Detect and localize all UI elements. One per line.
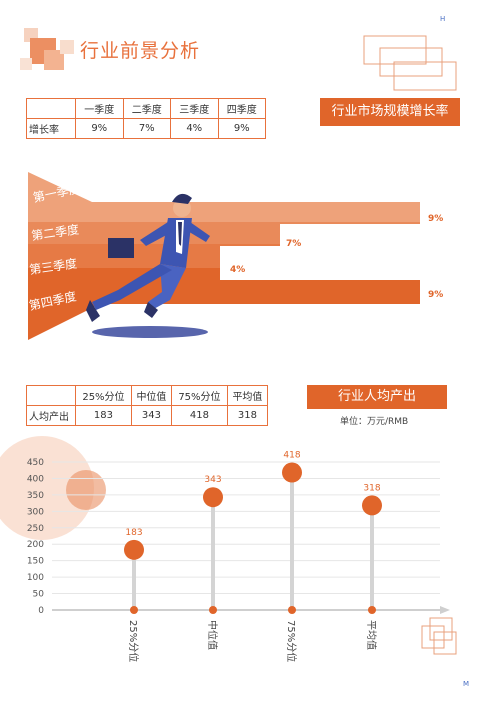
x-tick-label: 中位值 <box>206 620 219 650</box>
decor-outline-boxes <box>363 35 457 91</box>
unit-label: 单位：万元/RMB <box>340 417 409 427</box>
table-cell: 25%分位 <box>75 385 132 406</box>
output-per-capita-table: 25%分位 中位值 75%分位 平均值 人均产出 183 343 418 318 <box>26 385 269 426</box>
table-row: 增长率 9% 7% 4% 9% <box>26 118 266 139</box>
decor-circle-small <box>66 470 106 510</box>
y-tick-label: 200 <box>27 540 44 550</box>
table-cell: 7% <box>122 118 171 139</box>
table-cell: 4% <box>170 118 219 139</box>
y-tick-label: 150 <box>27 557 44 567</box>
x-tick-label: 75%分位 <box>285 620 298 662</box>
table-cell: 三季度 <box>170 98 219 119</box>
axis-dot <box>368 606 376 614</box>
y-tick-label: 300 <box>27 507 44 517</box>
band-label-q2: 第二季度 <box>30 221 80 243</box>
x-tick-label: 25%分位 <box>127 620 140 662</box>
band-q1 <box>28 172 420 222</box>
table-cell: 人均产出 <box>26 405 76 426</box>
band-value-q2: 7% <box>286 239 301 249</box>
band-q3 <box>28 244 280 268</box>
table-cell <box>26 98 76 119</box>
y-tick-label: 250 <box>27 524 44 534</box>
table-cell: 中位值 <box>130 385 172 406</box>
table-cell: 增长率 <box>26 118 76 139</box>
axis-dot <box>288 606 296 614</box>
table-cell: 343 <box>130 405 172 426</box>
running-businessman-illustration <box>86 193 210 338</box>
table-cell: 318 <box>226 405 269 426</box>
corner-mark-bottom: M <box>463 680 470 688</box>
corner-mark-top: H <box>440 15 446 23</box>
table-cell: 75%分位 <box>170 385 228 406</box>
data-label: 318 <box>363 483 380 493</box>
y-tick-label: 0 <box>38 606 44 616</box>
axis-dot <box>209 606 217 614</box>
band-value-q1: 9% <box>428 214 443 224</box>
lollipop-head <box>124 539 144 560</box>
table-cell: 9% <box>217 118 266 139</box>
y-tick-label: 400 <box>27 474 44 484</box>
y-tick-label: 100 <box>27 573 44 583</box>
data-label: 183 <box>125 528 142 538</box>
y-tick-label: 450 <box>27 458 44 468</box>
growth-rate-banner: 行业市场规模增长率 <box>320 98 460 126</box>
y-tick-label: 350 <box>27 491 44 501</box>
table-cell <box>26 385 76 406</box>
band-q4 <box>28 268 420 340</box>
table-header-row: 25%分位 中位值 75%分位 平均值 <box>26 385 269 406</box>
quarter-funnel-graphic: 第一季度 第二季度 第三季度 第四季度 9% 7% 4% 9% <box>28 172 443 340</box>
data-label: 343 <box>204 475 221 485</box>
table-cell: 418 <box>170 405 228 426</box>
x-tick-label: 平均值 <box>365 620 378 650</box>
decor-squares <box>18 28 78 76</box>
band-value-q4: 9% <box>428 290 443 300</box>
table-cell: 一季度 <box>75 98 124 119</box>
table-header-row: 一季度 二季度 三季度 四季度 <box>26 98 266 119</box>
x-axis-arrow <box>440 606 450 614</box>
table-cell: 四季度 <box>217 98 266 119</box>
growth-rate-table: 一季度 二季度 三季度 四季度 增长率 9% 7% 4% 9% <box>26 98 266 139</box>
lollipop-head <box>282 462 302 483</box>
band-value-q3: 4% <box>230 265 245 275</box>
decor-outline-squares-bottom <box>421 617 457 655</box>
axis-dot <box>130 606 138 614</box>
lollipop-head <box>362 495 382 516</box>
table-cell: 9% <box>75 118 124 139</box>
data-label: 418 <box>283 451 300 461</box>
page-title: 行业前景分析 <box>80 40 201 62</box>
band-q2 <box>28 222 420 244</box>
output-lollipop-chart: 0 50 100 150 200 250 300 350 400 450 183 25%分位 343 中… <box>0 436 450 662</box>
table-row: 人均产出 183 343 418 318 <box>26 405 269 426</box>
output-per-capita-banner: 行业人均产出 <box>307 385 447 409</box>
band-label-q3: 第三季度 <box>28 255 78 277</box>
table-cell: 二季度 <box>122 98 171 119</box>
table-cell: 平均值 <box>226 385 269 406</box>
y-tick-label: 50 <box>33 590 45 600</box>
lollipop-head <box>203 487 223 508</box>
table-cell: 183 <box>75 405 132 426</box>
